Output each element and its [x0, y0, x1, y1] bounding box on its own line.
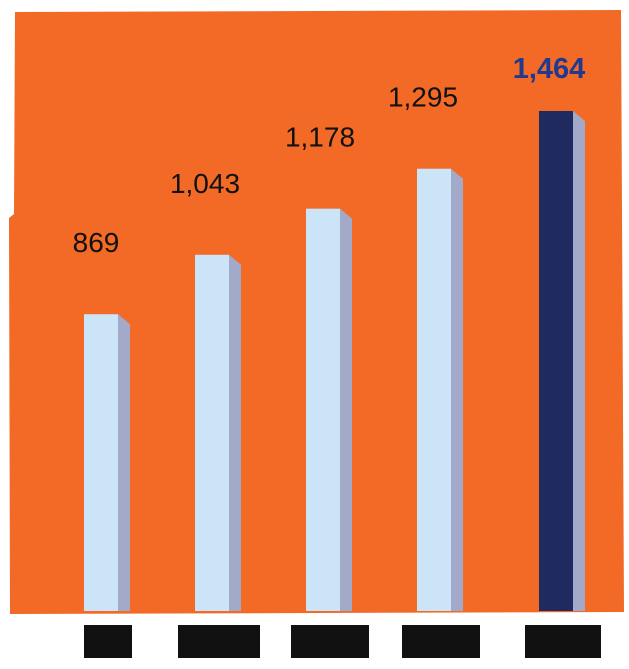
category-label-block — [84, 625, 132, 658]
value-labels-layer: 869 1,043 1,178 1,295 1,464 — [73, 53, 586, 258]
data-label: 869 — [73, 227, 120, 258]
bar-side — [229, 254, 241, 611]
bar — [539, 111, 573, 611]
category-label-block — [178, 625, 260, 658]
data-label: 1,043 — [170, 168, 240, 199]
bar-side — [118, 314, 130, 611]
bars-layer — [84, 111, 585, 612]
bar — [417, 168, 451, 612]
data-label: 1,295 — [388, 82, 458, 113]
bar — [84, 314, 118, 611]
bar-group — [195, 254, 241, 611]
bar-group — [539, 111, 585, 611]
bar-side — [451, 168, 463, 612]
bar-group — [306, 208, 352, 611]
bar-side — [340, 208, 352, 611]
bar-group — [417, 168, 463, 612]
bar-side — [573, 111, 585, 611]
x-axis-layer — [84, 625, 601, 658]
data-label: 1,178 — [285, 122, 355, 153]
category-label-block — [525, 625, 601, 658]
category-label-block — [291, 625, 369, 658]
category-label-block — [402, 625, 480, 658]
bar — [195, 254, 229, 611]
bar — [306, 208, 340, 611]
bar-group — [84, 314, 130, 611]
data-label: 1,464 — [513, 53, 586, 85]
